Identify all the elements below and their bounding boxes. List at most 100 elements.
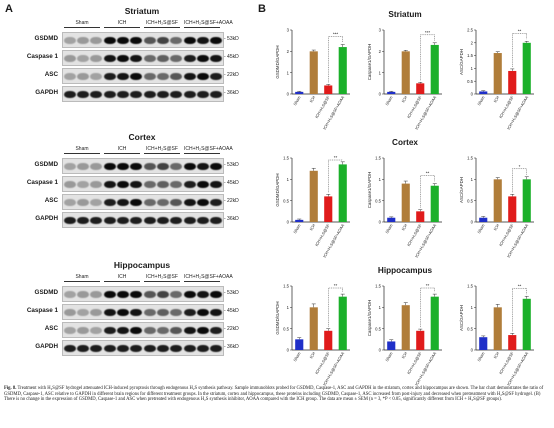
- blot-band: [130, 36, 143, 44]
- y-tick-label: 0: [287, 348, 290, 353]
- blot-band: [197, 36, 209, 44]
- blot-band: [170, 180, 183, 188]
- blot-band: [170, 290, 183, 298]
- blot-band: [197, 344, 209, 352]
- bar: [338, 164, 347, 222]
- bar: [493, 53, 502, 94]
- blot-group-underline: [104, 27, 140, 28]
- y-tick-label: 3: [379, 28, 382, 33]
- blot-band: [170, 54, 183, 62]
- blot-strip: [62, 68, 224, 84]
- blot-band: [117, 344, 129, 352]
- y-tick-label: 0.5: [375, 326, 381, 331]
- y-axis-label: Caspase1/GAPDH: [367, 300, 372, 337]
- x-tick-label: Sham: [292, 95, 301, 106]
- blot-group-underline: [144, 27, 180, 28]
- blot-band: [130, 216, 143, 224]
- blot-strip: [62, 158, 224, 174]
- blot-band: [90, 162, 103, 170]
- blot-band: [117, 216, 129, 224]
- bar: [295, 91, 304, 94]
- y-tick-label: 1.5: [467, 284, 473, 289]
- blot-band: [130, 54, 143, 62]
- blot-band: [63, 216, 76, 224]
- blot-band: [183, 344, 196, 352]
- blot-band: [130, 198, 143, 206]
- figure-caption: Fig. 8. Treatment with H₂S@SF hydrogel a…: [4, 386, 550, 403]
- blot-band: [197, 216, 209, 224]
- blot-band: [63, 308, 76, 316]
- bar: [416, 211, 425, 222]
- blot-band: [183, 90, 196, 98]
- blot-strip: [62, 32, 224, 48]
- blot-band: [130, 344, 143, 352]
- blot-row-label: ASC: [44, 197, 58, 204]
- blot-band: [157, 72, 169, 80]
- blot-group-underline: [104, 281, 140, 282]
- blot-region-title: Striatum: [124, 6, 160, 16]
- blot-band: [210, 162, 223, 170]
- blot-band: [157, 216, 169, 224]
- blot-strip: [62, 304, 224, 320]
- blot-band: [197, 54, 209, 62]
- x-tick-label: ICH: [308, 223, 316, 231]
- bar: [479, 217, 488, 222]
- blot-band: [197, 308, 209, 316]
- blot-band: [197, 180, 209, 188]
- blot-band: [210, 198, 223, 206]
- blot-band: [117, 326, 129, 334]
- y-tick-label: 1.5: [375, 284, 381, 289]
- blot-band: [183, 36, 196, 44]
- blot-group-header: ICH: [117, 20, 127, 26]
- chart-region-title: Cortex: [392, 138, 418, 147]
- blot-band: [210, 216, 223, 224]
- blot-band: [103, 326, 116, 334]
- y-tick-label: 2: [287, 49, 290, 54]
- blot-band: [170, 308, 183, 316]
- blot-strip: [62, 176, 224, 192]
- y-tick-label: 1.5: [283, 156, 289, 161]
- blot-band: [90, 90, 103, 98]
- blot-band: [90, 54, 103, 62]
- blot-band: [90, 344, 103, 352]
- blot-band: [63, 162, 76, 170]
- y-tick-label: 1: [471, 66, 474, 71]
- blot-band: [130, 180, 143, 188]
- blot-band: [130, 308, 143, 316]
- significance-label: ***: [425, 30, 431, 35]
- y-axis-label: GSDMD/GAPDH: [275, 45, 280, 78]
- bar: [295, 339, 304, 350]
- blot-band: [90, 198, 103, 206]
- blot-band: [183, 308, 196, 316]
- y-tick-label: 2: [379, 49, 382, 54]
- blot-row-label: GSDMD: [34, 289, 58, 296]
- blot-region-title: Hippocampus: [113, 260, 171, 270]
- significance-label: **: [334, 155, 338, 160]
- blot-band: [77, 180, 89, 188]
- blot-strip: [62, 86, 224, 102]
- y-axis-label: ASC/GAPDH: [459, 177, 464, 203]
- significance-label: **: [426, 171, 430, 176]
- y-tick-label: 1.5: [375, 156, 381, 161]
- significance-label: ***: [333, 32, 339, 37]
- x-tick-label: ICH: [492, 223, 500, 231]
- blot-band: [143, 344, 156, 352]
- y-tick-label: 1.5: [467, 156, 473, 161]
- blot-band: [77, 198, 89, 206]
- blot-band: [170, 198, 183, 206]
- blot-band: [197, 72, 209, 80]
- y-tick-label: 1: [287, 305, 290, 310]
- blot-band: [157, 162, 169, 170]
- blot-band: [197, 162, 209, 170]
- blot-band: [90, 36, 103, 44]
- kda-marker: - 22kD: [224, 72, 239, 78]
- bar: [416, 83, 425, 94]
- blot-band: [63, 326, 76, 334]
- blot-group-underline: [184, 153, 220, 154]
- blot-band: [130, 290, 143, 298]
- blot-band: [90, 72, 103, 80]
- y-axis-label: ASC/GAPDH: [459, 305, 464, 331]
